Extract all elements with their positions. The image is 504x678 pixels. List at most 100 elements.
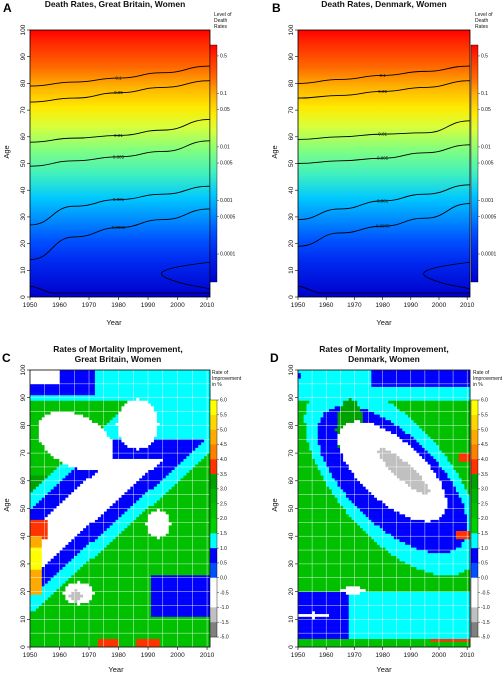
improvement-cell: [103, 547, 211, 551]
improvement-cell: [30, 597, 48, 601]
improvement-cell: [298, 627, 350, 631]
improvement-cell: [30, 530, 48, 534]
improvement-cell: [189, 469, 211, 473]
improvement-cell: [410, 464, 431, 468]
improvement-cell: [30, 475, 48, 479]
improvement-cell: [74, 588, 78, 592]
improvement-cell: [142, 511, 152, 515]
improvement-cell: [121, 406, 155, 410]
improvement-cell: [298, 536, 372, 540]
improvement-cell: [30, 550, 43, 554]
improvement-cell: [298, 641, 471, 645]
improvement-cell: [320, 444, 338, 448]
improvement-cell: [41, 566, 63, 570]
panel-label: B: [272, 1, 281, 15]
improvement-cell: [94, 372, 211, 376]
y-tick-label: 20: [288, 240, 295, 248]
improvement-cell: [150, 442, 202, 446]
improvement-cell: [365, 486, 412, 490]
improvement-cell: [298, 630, 350, 634]
improvement-cell: [399, 408, 471, 412]
improvement-cell: [298, 372, 302, 376]
improvement-cell: [312, 616, 316, 620]
improvement-cell: [118, 497, 140, 501]
improvement-cell: [30, 605, 40, 609]
improvement-cell: [44, 563, 66, 567]
improvement-cell: [424, 569, 465, 573]
improvement-cell: [340, 430, 392, 435]
x-tick-label: 2000: [432, 652, 447, 659]
improvement-cell: [41, 586, 60, 590]
improvement-cell: [133, 519, 149, 523]
legend-tick-label: 3.5: [481, 472, 488, 478]
improvement-cell: [360, 406, 397, 410]
improvement-cell: [89, 583, 152, 587]
improvement-cell: [422, 478, 440, 482]
improvement-cell: [30, 569, 43, 573]
improvement-cell: [298, 624, 350, 628]
improvement-cell: [100, 533, 119, 537]
improvement-cell: [461, 544, 471, 548]
improvement-cell: [38, 483, 57, 487]
improvement-cell: [433, 439, 471, 443]
improvement-cell: [89, 558, 211, 562]
y-tick-label: 70: [20, 449, 27, 457]
legend-tick-label: 4.5: [220, 442, 227, 448]
improvement-cell: [298, 635, 350, 639]
improvement-cell: [41, 569, 60, 573]
improvement-cell: [455, 486, 465, 490]
improvement-cell: [124, 491, 146, 495]
improvement-cell: [402, 458, 426, 462]
improvement-cell: [298, 458, 316, 462]
improvement-cell: [30, 414, 46, 418]
improvement-cell: [59, 370, 96, 374]
improvement-cell: [106, 544, 211, 548]
improvement-cell: [139, 478, 164, 482]
improvement-cell: [298, 574, 471, 579]
improvement-cell: [405, 480, 426, 484]
improvement-cell: [56, 505, 110, 509]
y-tick-label: 0: [288, 295, 295, 299]
improvement-cell: [410, 433, 429, 437]
improvement-cell: [41, 558, 51, 562]
x-axis-label: Year: [376, 665, 392, 674]
improvement-cell: [391, 552, 471, 556]
improvement-cell: [30, 561, 43, 565]
improvement-cell: [298, 425, 307, 429]
x-tick-label: 1990: [404, 302, 419, 309]
improvement-cell: [156, 433, 211, 437]
improvement-cell: [424, 458, 437, 462]
improvement-cell: [30, 430, 40, 435]
improvement-cell: [453, 483, 465, 487]
improvement-cell: [94, 378, 211, 382]
x-axis-ticks: 1950 1960 1970 1980 1990 2000 2010: [23, 297, 215, 309]
improvement-cell: [71, 491, 125, 495]
improvement-cell: [91, 419, 110, 423]
improvement-cell: [30, 486, 37, 490]
improvement-cell: [50, 594, 66, 598]
improvement-cell: [382, 500, 448, 504]
contour-label: 0.01: [378, 132, 387, 137]
improvement-cell: [379, 425, 400, 429]
legend-swatch: [471, 400, 478, 416]
improvement-cell: [30, 442, 43, 446]
improvement-cell: [207, 453, 211, 457]
improvement-cell: [130, 505, 149, 509]
improvement-cell: [168, 530, 211, 534]
improvement-cell: [317, 425, 338, 429]
improvement-cell: [171, 522, 211, 526]
improvement-cell: [320, 419, 338, 423]
legend-swatch: [471, 488, 478, 504]
x-tick-label: 1960: [319, 652, 334, 659]
improvement-cell: [62, 461, 161, 465]
improvement-cell: [422, 455, 434, 459]
improvement-cell: [59, 586, 66, 590]
improvement-cell: [298, 588, 341, 592]
x-tick-label: 1950: [23, 302, 38, 309]
improvement-cell: [192, 450, 211, 454]
improvement-cell: [68, 494, 122, 498]
improvement-cell: [30, 558, 43, 562]
improvement-cell: [80, 591, 96, 595]
improvement-cell: [53, 486, 78, 490]
contour-line-youth: [423, 261, 471, 290]
